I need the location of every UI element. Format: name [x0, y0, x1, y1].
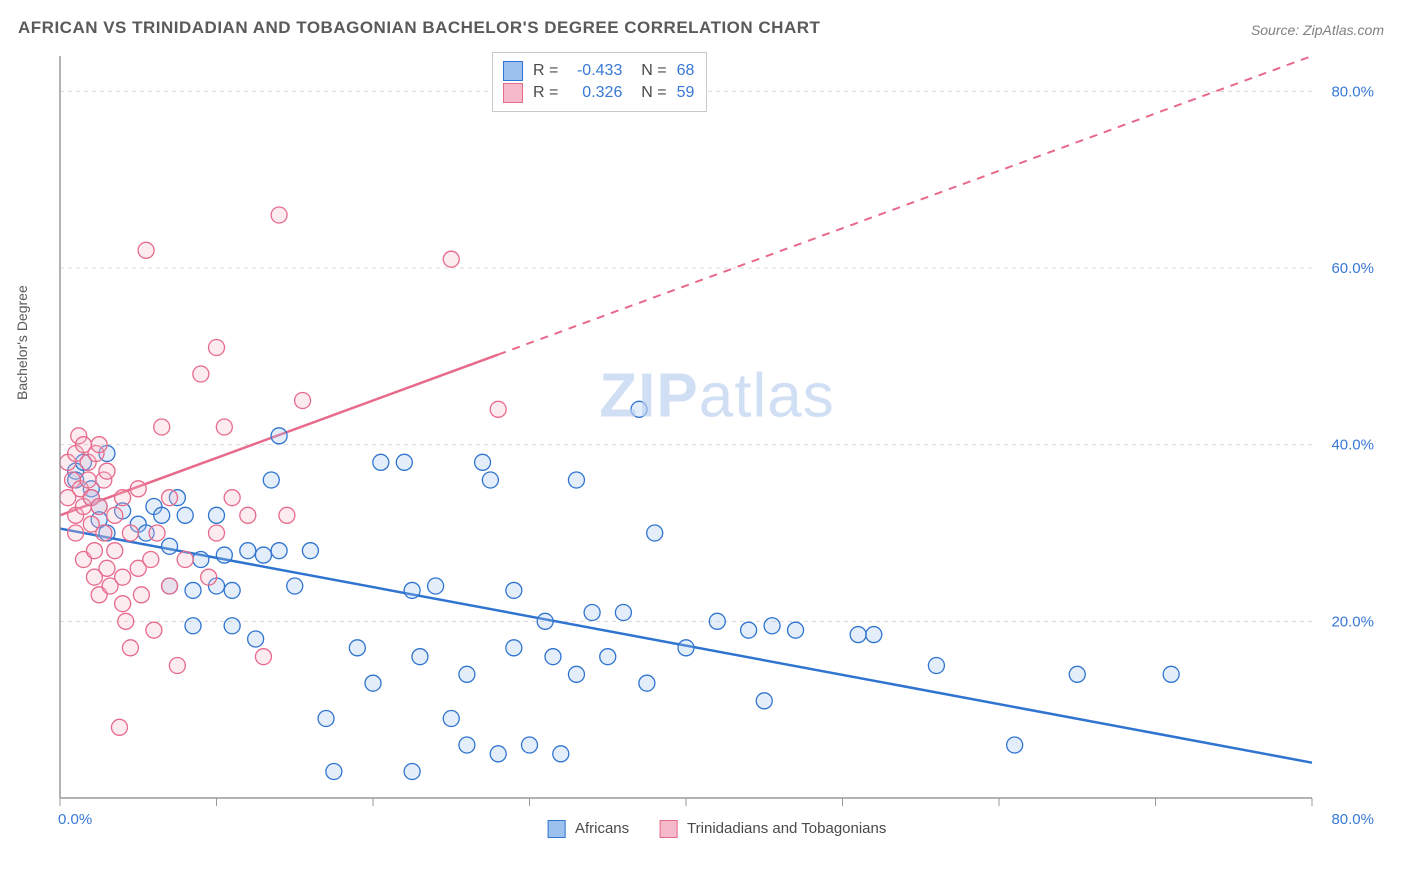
source-label: Source: ZipAtlas.com [1251, 22, 1384, 38]
stat-label: N = [632, 84, 666, 102]
stat-label: R = [533, 84, 558, 102]
legend-swatch [548, 820, 566, 838]
stat-n-value: 59 [677, 84, 695, 102]
legend-swatch [659, 820, 677, 838]
svg-text:60.0%: 60.0% [1331, 260, 1374, 277]
svg-text:80.0%: 80.0% [1331, 811, 1374, 828]
legend-label: Africans [575, 820, 629, 837]
legend-item: Trinidadians and Tobagonians [659, 820, 886, 838]
chart-title: AFRICAN VS TRINIDADIAN AND TOBAGONIAN BA… [18, 18, 820, 38]
svg-text:20.0%: 20.0% [1331, 613, 1374, 630]
stats-row: R = 0.326 N = 59 [503, 83, 694, 103]
stats-row: R = -0.433 N = 68 [503, 61, 694, 81]
y-axis-label: Bachelor's Degree [14, 285, 30, 400]
legend-label: Trinidadians and Tobagonians [687, 820, 886, 837]
legend-swatch [503, 83, 523, 103]
stat-r-value: -0.433 [568, 62, 622, 80]
svg-text:40.0%: 40.0% [1331, 437, 1374, 454]
svg-text:80.0%: 80.0% [1331, 83, 1374, 100]
stat-n-value: 68 [677, 62, 695, 80]
scatter-plot: 20.0% 40.0% 60.0% 80.0% 0.0% 80.0% [52, 48, 1382, 838]
legend-item: Africans [548, 820, 630, 838]
stats-legend-box: R = -0.433 N = 68 R = 0.326 N = 59 [492, 52, 707, 112]
stat-label: N = [632, 62, 666, 80]
stat-label: R = [533, 62, 558, 80]
legend-bottom: Africans Trinidadians and Tobagonians [548, 820, 887, 838]
legend-swatch [503, 61, 523, 81]
plot-area: ZIPatlas 20.0%40.0%60.0%80.0%0.0%80.0% R… [52, 48, 1382, 838]
stat-r-value: 0.326 [568, 84, 622, 102]
svg-text:0.0%: 0.0% [58, 811, 92, 828]
